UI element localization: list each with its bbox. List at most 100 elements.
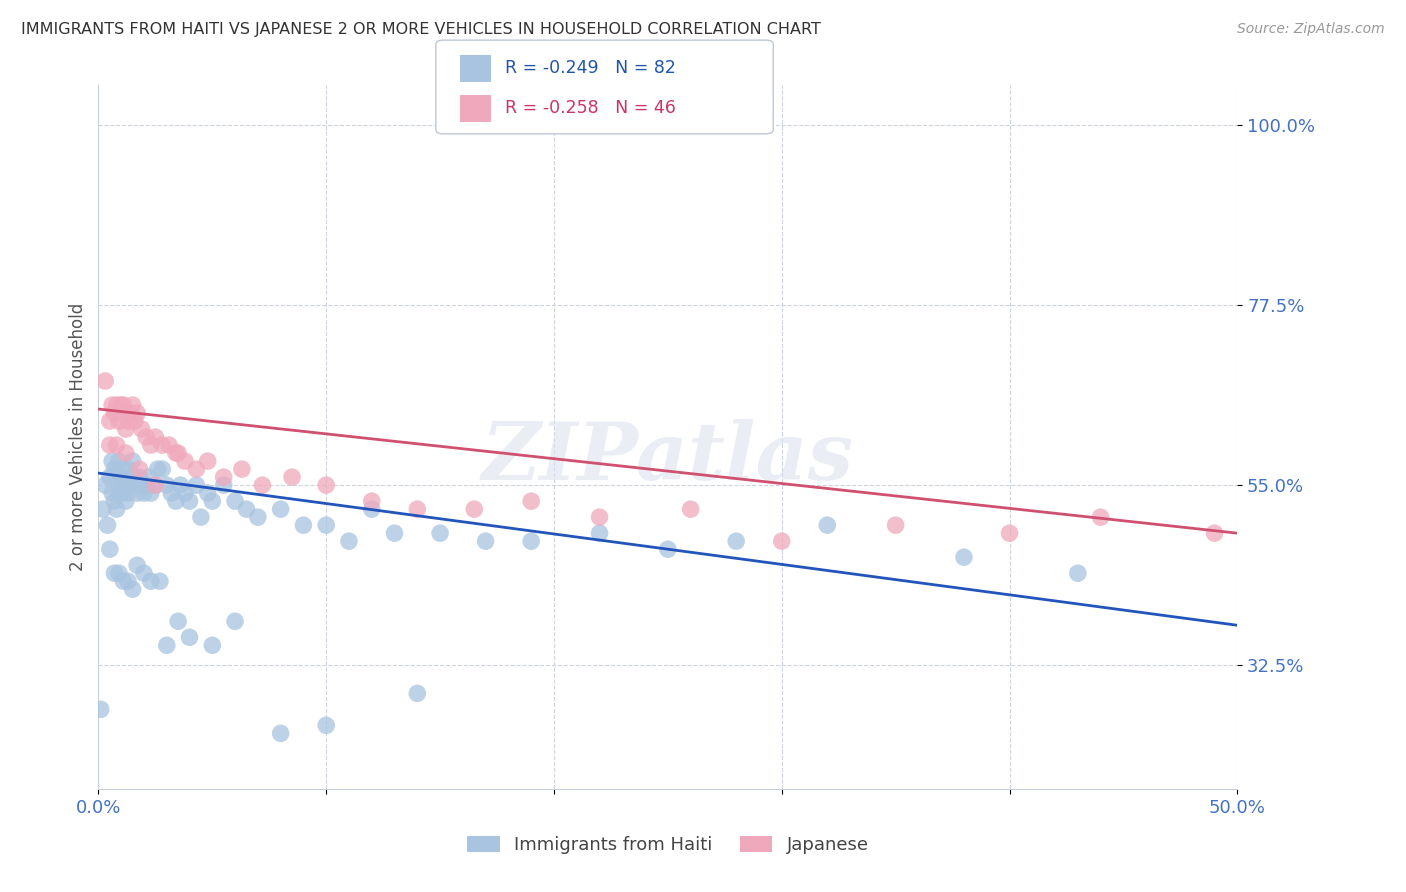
Point bbox=[117, 414, 139, 428]
Point bbox=[520, 494, 543, 508]
Point bbox=[224, 614, 246, 628]
Point bbox=[657, 542, 679, 557]
Point bbox=[103, 494, 125, 508]
Point bbox=[315, 718, 337, 732]
Point bbox=[145, 478, 167, 492]
Point bbox=[384, 526, 406, 541]
Point bbox=[139, 574, 162, 589]
Point bbox=[167, 446, 190, 460]
Text: ZIPatlas: ZIPatlas bbox=[482, 419, 853, 497]
Point bbox=[1204, 526, 1226, 541]
Point bbox=[174, 486, 197, 500]
Point bbox=[197, 486, 219, 500]
Point bbox=[725, 534, 748, 549]
Point bbox=[105, 502, 128, 516]
Point bbox=[98, 542, 121, 557]
Point bbox=[114, 494, 136, 508]
Point bbox=[169, 478, 191, 492]
Point bbox=[281, 470, 304, 484]
Point bbox=[1067, 566, 1090, 581]
Point bbox=[114, 478, 136, 492]
Point bbox=[132, 486, 155, 500]
Point bbox=[114, 422, 136, 436]
Point bbox=[179, 630, 201, 644]
Point bbox=[770, 534, 793, 549]
Point bbox=[103, 566, 125, 581]
Point bbox=[145, 430, 167, 444]
Point bbox=[201, 638, 224, 652]
Point bbox=[127, 406, 149, 420]
Point bbox=[128, 462, 150, 476]
Text: Source: ZipAtlas.com: Source: ZipAtlas.com bbox=[1237, 22, 1385, 37]
Point bbox=[117, 574, 139, 589]
Point bbox=[98, 470, 121, 484]
Point bbox=[139, 486, 162, 500]
Point bbox=[212, 478, 235, 492]
Point bbox=[112, 398, 135, 412]
Point bbox=[246, 510, 269, 524]
Point bbox=[235, 502, 257, 516]
Text: IMMIGRANTS FROM HAITI VS JAPANESE 2 OR MORE VEHICLES IN HOUSEHOLD CORRELATION CH: IMMIGRANTS FROM HAITI VS JAPANESE 2 OR M… bbox=[21, 22, 821, 37]
Point bbox=[94, 374, 117, 388]
Point bbox=[679, 502, 702, 516]
Point bbox=[101, 398, 124, 412]
Point bbox=[103, 462, 125, 476]
Point bbox=[101, 454, 124, 468]
Point bbox=[884, 518, 907, 533]
Point bbox=[108, 566, 131, 581]
Point bbox=[186, 462, 208, 476]
Point bbox=[117, 462, 139, 476]
Point bbox=[588, 526, 610, 541]
Point bbox=[406, 502, 429, 516]
Point bbox=[160, 486, 183, 500]
Point bbox=[360, 502, 382, 516]
Point bbox=[157, 438, 180, 452]
Point bbox=[108, 454, 131, 468]
Point bbox=[103, 406, 125, 420]
Point bbox=[114, 446, 136, 460]
Point bbox=[121, 454, 143, 468]
Point bbox=[110, 470, 132, 484]
Point bbox=[406, 686, 429, 700]
Point bbox=[520, 534, 543, 549]
Point bbox=[105, 470, 128, 484]
Point bbox=[270, 502, 292, 516]
Point bbox=[90, 702, 112, 716]
Point bbox=[463, 502, 485, 516]
Point bbox=[998, 526, 1021, 541]
Point bbox=[120, 406, 142, 420]
Point bbox=[165, 494, 187, 508]
Point bbox=[224, 494, 246, 508]
Point bbox=[98, 438, 121, 452]
Point bbox=[429, 526, 451, 541]
Point bbox=[252, 478, 274, 492]
Point bbox=[112, 478, 135, 492]
Point bbox=[149, 574, 172, 589]
Point bbox=[128, 470, 150, 484]
Point bbox=[110, 398, 132, 412]
Point bbox=[96, 518, 118, 533]
Point bbox=[315, 518, 337, 533]
Point bbox=[131, 422, 153, 436]
Point bbox=[132, 566, 155, 581]
Point bbox=[953, 550, 976, 565]
Point bbox=[110, 486, 132, 500]
Point bbox=[174, 454, 197, 468]
Point bbox=[474, 534, 496, 549]
Point bbox=[270, 726, 292, 740]
Point bbox=[292, 518, 315, 533]
Legend: Immigrants from Haiti, Japanese: Immigrants from Haiti, Japanese bbox=[460, 829, 876, 862]
Point bbox=[197, 454, 219, 468]
Point bbox=[337, 534, 360, 549]
Point bbox=[124, 414, 146, 428]
Point bbox=[112, 462, 135, 476]
Point bbox=[105, 438, 128, 452]
Point bbox=[105, 398, 128, 412]
Point bbox=[315, 478, 337, 492]
Point bbox=[124, 470, 146, 484]
Point bbox=[131, 478, 153, 492]
Text: R = -0.249   N = 82: R = -0.249 N = 82 bbox=[505, 60, 676, 78]
Point bbox=[190, 510, 212, 524]
Point bbox=[138, 470, 160, 484]
Point bbox=[127, 558, 149, 573]
